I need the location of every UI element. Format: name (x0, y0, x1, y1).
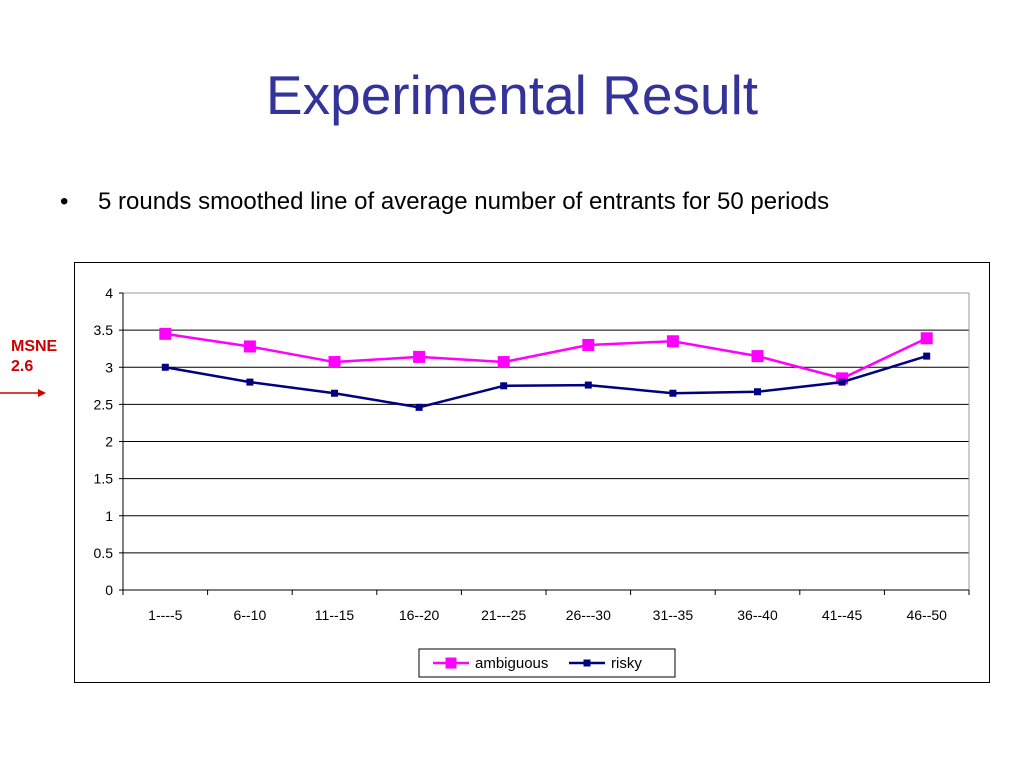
msne-annotation: MSNE 2.6 (11, 337, 57, 377)
y-tick-label: 0.5 (94, 545, 114, 561)
bullet-text: 5 rounds smoothed line of average number… (98, 188, 830, 215)
x-tick-label: 16--20 (399, 607, 440, 623)
y-tick-label: 3.5 (94, 322, 114, 338)
x-tick-label: 26---30 (566, 607, 611, 623)
data-point-ambiguous (920, 332, 933, 345)
series-line-ambiguous (165, 332, 928, 380)
msne-value: 2.6 (11, 358, 34, 375)
y-tick-label: 2 (105, 434, 113, 450)
x-tick-label: 1----5 (148, 607, 182, 623)
data-point-ambiguous (751, 350, 764, 363)
data-point-risky (500, 382, 508, 390)
data-point-risky (838, 378, 846, 386)
x-tick-label: 6--10 (234, 607, 267, 623)
chart-frame: 0 0.5 1 1.5 2 2.5 3 3.5 4 1----5 6--10 11--15 16--20… (74, 262, 990, 683)
x-tick-label: 46--50 (906, 607, 947, 623)
bullet-point: • 5 rounds smoothed line of average numbe… (60, 188, 829, 216)
data-point-ambiguous (413, 350, 426, 363)
data-point-risky (584, 381, 592, 389)
y-tick-label: 0 (105, 582, 113, 598)
data-point-ambiguous (159, 327, 172, 340)
data-point-risky (331, 389, 338, 397)
data-point-risky (669, 389, 677, 397)
data-point-ambiguous (328, 356, 341, 369)
legend-label-ambiguous: ambiguous (475, 655, 548, 672)
msne-arrow-icon (0, 389, 46, 397)
y-tick-label: 1.5 (94, 471, 114, 487)
data-point-risky (161, 363, 169, 371)
legend-box (418, 648, 676, 678)
slide-title: Experimental Result (265, 64, 759, 126)
x-tick-label: 41--45 (822, 607, 863, 623)
x-tick-label: 11--15 (315, 607, 355, 623)
data-point-ambiguous (666, 335, 679, 348)
x-tick-label: 36--40 (737, 607, 778, 623)
x-tick-label: 31--35 (653, 607, 694, 623)
data-point-risky (246, 378, 254, 386)
line-chart: 0 0.5 1 1.5 2 2.5 3 3.5 4 1----5 6--10 11--15 16--20… (94, 285, 970, 678)
data-point-risky (415, 403, 423, 411)
x-tick-label: 21---25 (481, 607, 526, 623)
y-tick-label: 3 (105, 359, 113, 375)
bullet-dot: • (60, 188, 69, 215)
data-point-ambiguous (243, 340, 256, 353)
data-point-ambiguous (497, 356, 510, 369)
msne-label: MSNE (11, 338, 58, 355)
data-point-risky (754, 388, 761, 396)
data-point-risky (923, 352, 931, 360)
legend-marker-risky (583, 659, 591, 667)
y-tick-label: 2.5 (94, 396, 114, 412)
y-tick-label: 4 (105, 285, 113, 301)
legend-marker-ambiguous (445, 657, 457, 669)
series-line-risky (165, 354, 928, 409)
data-point-ambiguous (582, 338, 595, 351)
y-tick-label: 1 (105, 508, 113, 524)
legend-label-risky: risky (611, 655, 642, 672)
